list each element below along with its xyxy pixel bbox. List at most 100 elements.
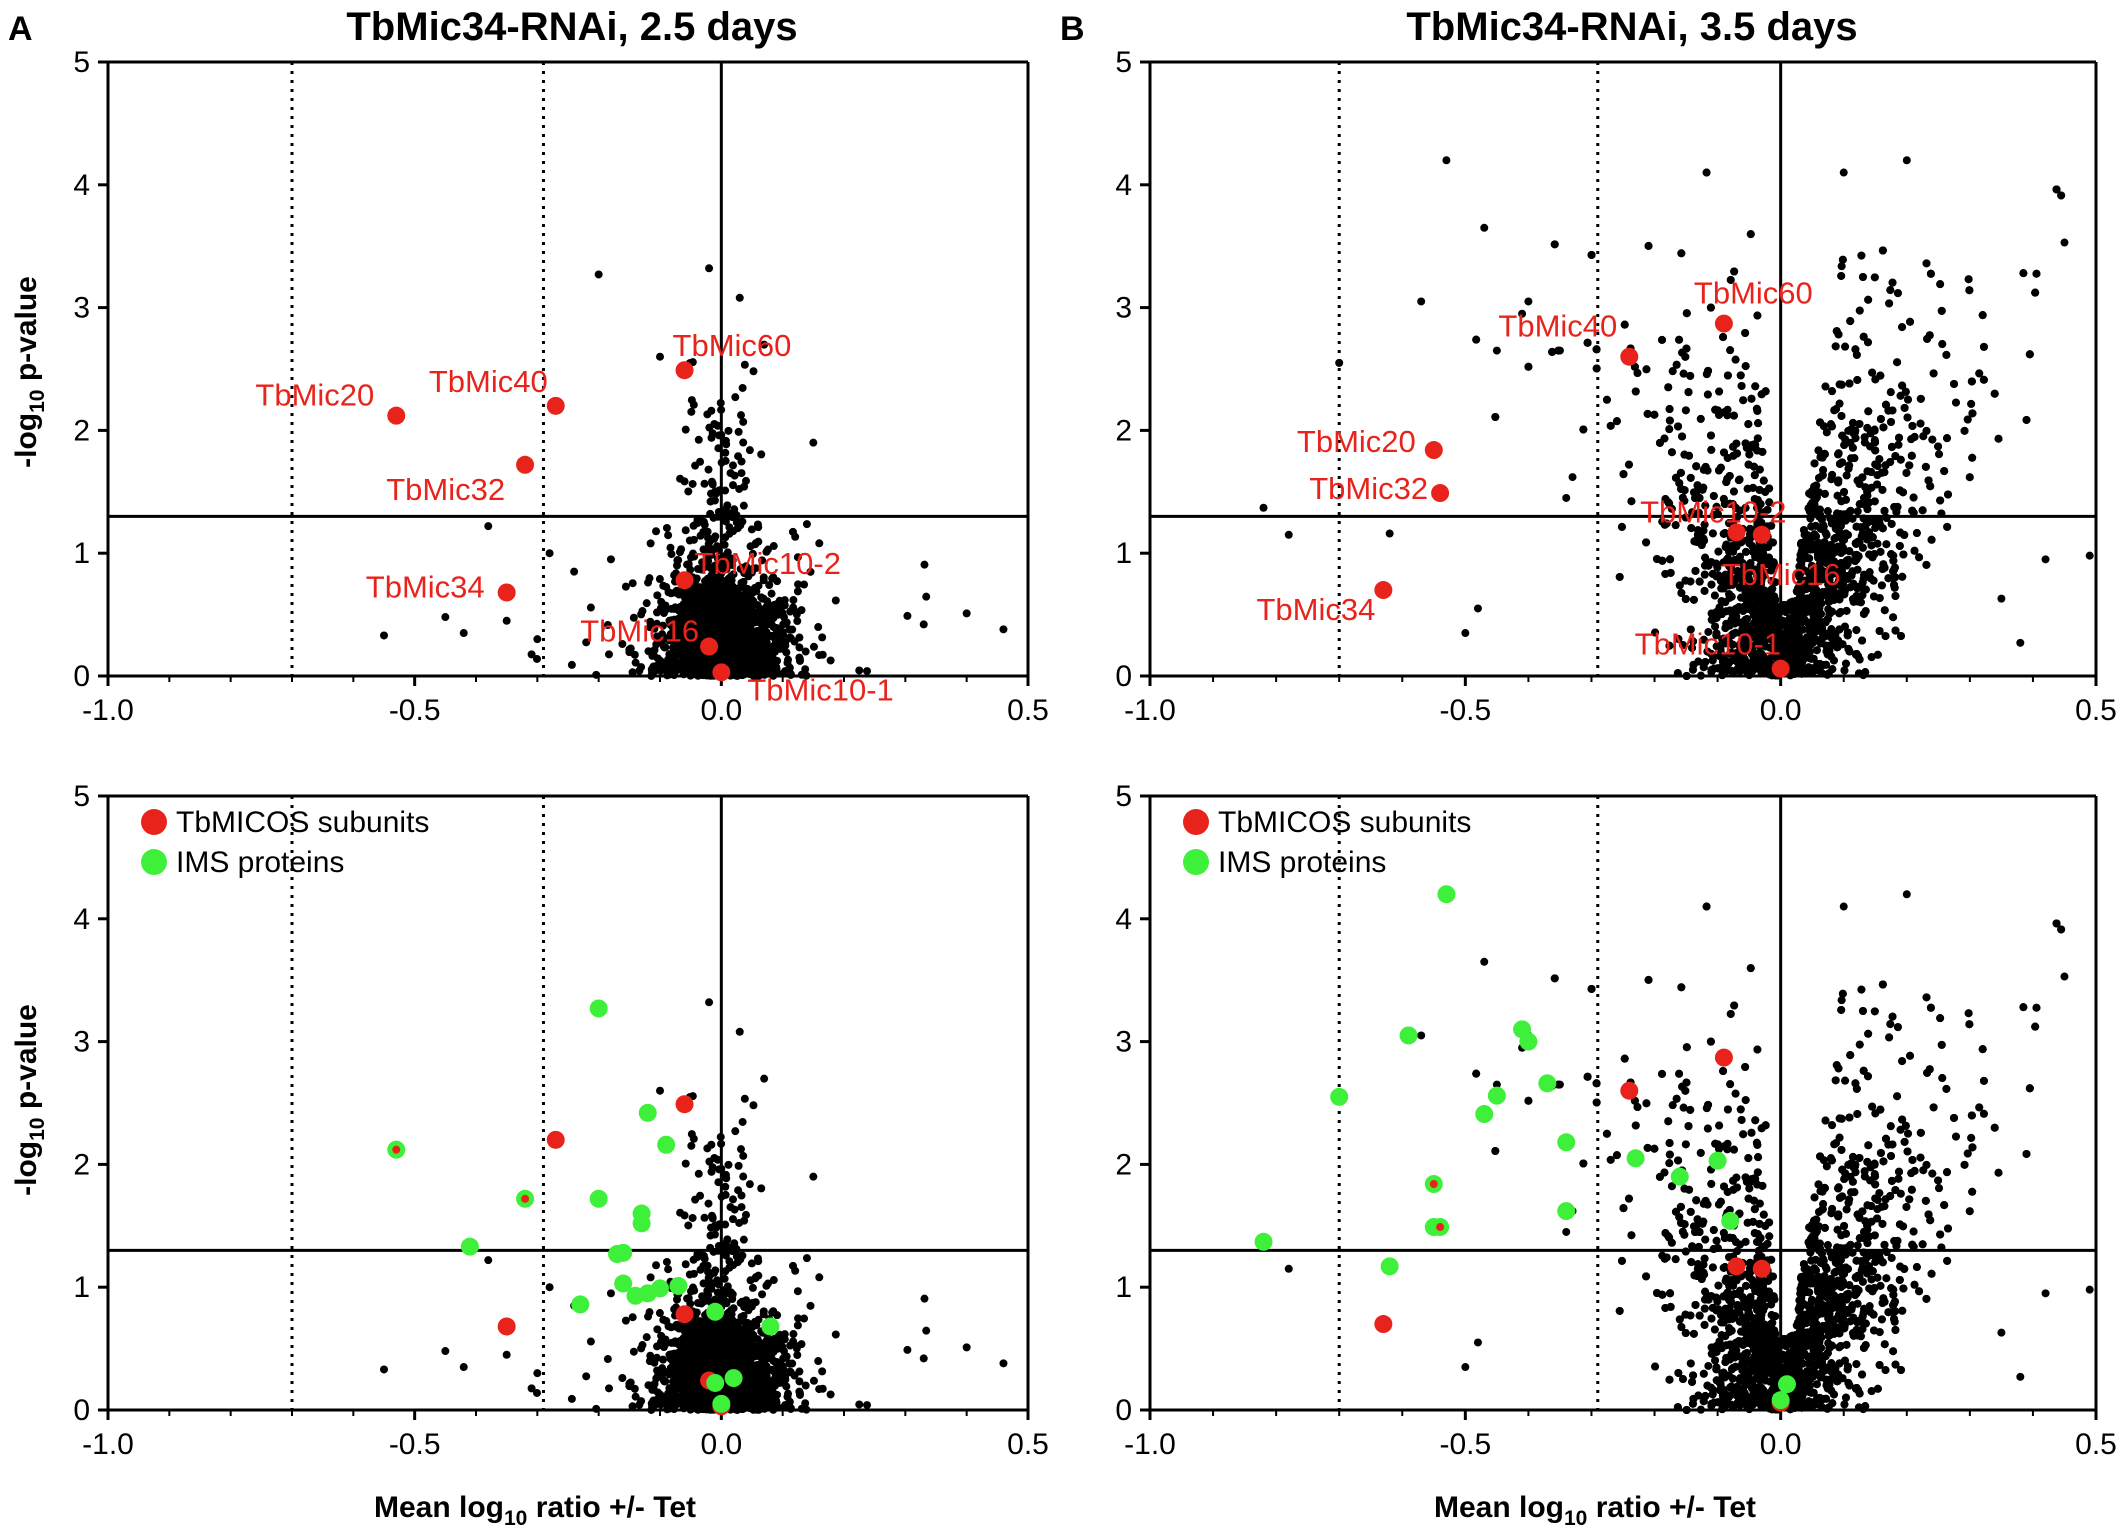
background-point [814, 623, 823, 632]
background-point [1723, 371, 1732, 380]
background-point [704, 534, 713, 543]
background-point [713, 554, 722, 563]
background-point [1741, 328, 1750, 337]
background-point [705, 423, 714, 432]
background-point [1550, 240, 1559, 249]
background-point [723, 501, 732, 510]
background-point [1838, 255, 1847, 264]
background-point [1823, 507, 1832, 516]
background-point [1681, 406, 1690, 415]
background-point [722, 440, 731, 449]
background-point [1788, 597, 1797, 606]
background-point [1624, 460, 1633, 469]
background-point [673, 663, 682, 672]
background-point [658, 603, 667, 612]
panel-letter-b: B [1060, 10, 1085, 48]
background-point [652, 527, 661, 536]
background-point [746, 642, 755, 651]
background-point [800, 580, 809, 589]
y-axis-label-rest: p-value [10, 276, 43, 389]
background-point [1880, 563, 1889, 572]
background-point [1844, 426, 1853, 435]
background-point [728, 481, 737, 490]
background-point [1714, 547, 1723, 556]
background-point [1677, 249, 1686, 258]
background-point [1828, 470, 1837, 479]
background-point [1703, 557, 1712, 566]
background-point [1860, 570, 1869, 579]
background-point [711, 487, 720, 496]
background-point [1681, 352, 1690, 361]
background-point [815, 651, 824, 660]
background-point [1707, 445, 1716, 454]
x-tick-label: -1.0 [82, 694, 134, 727]
background-point [618, 640, 627, 649]
background-point [1888, 278, 1897, 287]
background-point [765, 581, 774, 590]
background-point [1887, 417, 1896, 426]
background-point [725, 523, 734, 532]
background-point [1675, 581, 1684, 590]
background-point [1737, 381, 1746, 390]
background-point [1524, 362, 1533, 371]
background-point [1664, 383, 1673, 392]
background-point [1821, 382, 1830, 391]
background-point [694, 435, 703, 444]
background-point [1736, 371, 1745, 380]
background-point [1726, 346, 1735, 355]
background-point [770, 647, 779, 656]
x-axis-label-sub: 10 [1564, 1507, 1587, 1529]
background-point [687, 407, 696, 416]
background-point [653, 591, 662, 600]
background-point [441, 613, 450, 622]
background-point [738, 517, 747, 526]
background-point [1851, 426, 1860, 435]
background-point [629, 613, 638, 622]
background-point [1723, 453, 1732, 462]
background-point [1729, 411, 1738, 420]
micos-point [546, 396, 565, 415]
background-point [1739, 396, 1748, 405]
x-axis-label-b: Mean log10 ratio +/- Tet [1434, 1491, 1756, 1529]
background-point [797, 606, 806, 615]
background-point [1706, 431, 1715, 440]
background-point [1857, 251, 1866, 260]
background-point [1876, 414, 1885, 423]
background-point [707, 433, 716, 442]
panel-letter-a: A [8, 10, 33, 48]
background-point [1851, 345, 1860, 354]
background-point [1702, 370, 1711, 379]
background-point [1936, 280, 1945, 289]
background-point [788, 625, 797, 634]
background-point [738, 383, 747, 392]
background-point [1615, 572, 1624, 581]
background-point [739, 438, 748, 447]
background-point [1858, 272, 1867, 281]
background-point [605, 650, 614, 659]
background-point [1922, 259, 1931, 268]
background-point [1886, 286, 1895, 295]
background-point [1491, 412, 1500, 421]
background-point [752, 633, 761, 642]
background-point [642, 599, 651, 608]
background-point [681, 526, 690, 535]
background-point [801, 665, 810, 674]
background-point [739, 633, 748, 642]
background-point [459, 629, 468, 638]
background-point [1900, 403, 1909, 412]
background-point [1832, 327, 1841, 336]
background-point [1689, 595, 1698, 604]
background-point [737, 469, 746, 478]
background-point [1888, 406, 1897, 415]
background-point [1870, 273, 1879, 282]
background-point [739, 606, 748, 615]
background-point [1696, 414, 1705, 423]
background-point [1863, 467, 1872, 476]
background-point [1686, 371, 1695, 380]
background-point [1753, 406, 1762, 415]
background-point [1746, 230, 1755, 239]
background-point [621, 582, 630, 591]
background-point [809, 642, 818, 651]
background-point [1895, 486, 1904, 495]
background-point [721, 486, 730, 495]
